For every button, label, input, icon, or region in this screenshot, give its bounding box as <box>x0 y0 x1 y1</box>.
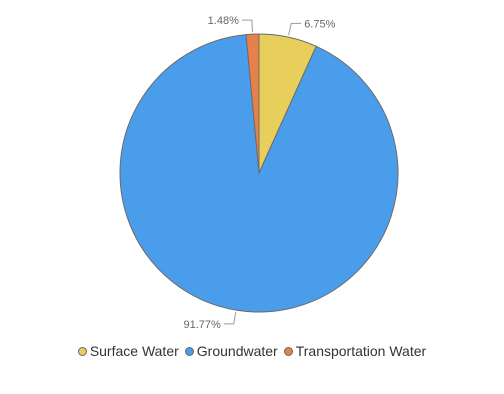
legend-label-transportation-water: Transportation Water <box>295 343 427 359</box>
legend-swatch-surface-water <box>77 346 87 356</box>
legend: Surface Water Groundwater Transportation… <box>0 343 504 359</box>
legend-swatch-groundwater <box>184 346 194 356</box>
legend-item-surface-water[interactable]: Surface Water <box>77 343 179 359</box>
leader-line-surface-water <box>288 22 302 36</box>
pie-slice-transportation-water[interactable] <box>245 33 260 174</box>
data-label-groundwater: 91.77% <box>183 319 221 331</box>
legend-swatch-transportation-water <box>283 346 293 356</box>
legend-item-transportation-water[interactable]: Transportation Water <box>283 343 427 359</box>
pie-slice-groundwater[interactable] <box>119 34 399 313</box>
legend-label-surface-water: Surface Water <box>89 343 179 359</box>
legend-item-groundwater[interactable]: Groundwater <box>184 343 278 359</box>
data-label-transportation-water: 1.48% <box>208 15 239 27</box>
leader-line-groundwater <box>223 311 237 325</box>
data-label-surface-water: 6.75% <box>304 18 335 30</box>
leader-line-transportation-water <box>241 19 253 33</box>
legend-label-groundwater: Groundwater <box>196 343 278 359</box>
